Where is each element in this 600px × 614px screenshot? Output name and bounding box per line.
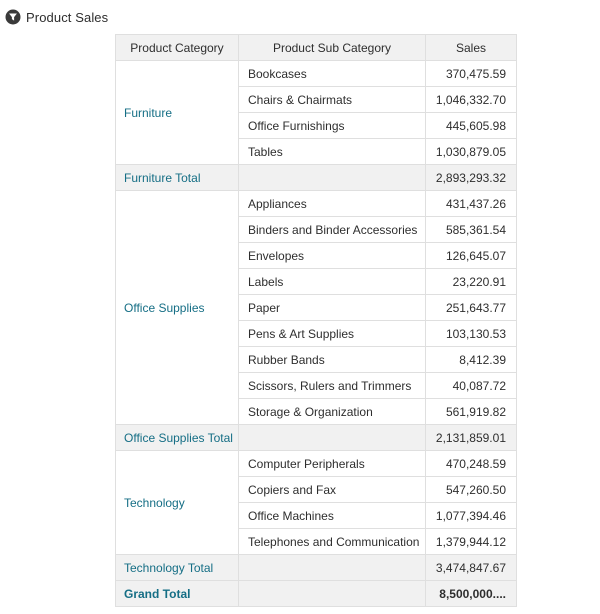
col-header-product-sub-category[interactable]: Product Sub Category <box>238 34 426 61</box>
sales-value-cell[interactable]: 370,475.59 <box>425 60 517 87</box>
sales-value-cell[interactable]: 8,412.39 <box>425 346 517 373</box>
total-spacer-cell <box>238 424 426 451</box>
table-row: Office Supplies Appliances 431,437.26 <box>115 190 517 425</box>
sales-value-cell[interactable]: 470,248.59 <box>425 450 517 477</box>
table-row: Envelopes 126,645.07 <box>116 242 517 269</box>
sub-category-cell[interactable]: Tables <box>238 138 426 165</box>
category-total-label-cell[interactable]: Office Supplies Total <box>115 424 239 451</box>
view-title-bar: Product Sales <box>0 0 600 25</box>
sub-category-cell[interactable]: Chairs & Chairmats <box>238 86 426 113</box>
sub-category-cell[interactable]: Rubber Bands <box>238 346 426 373</box>
category-total-sales-cell[interactable]: 2,131,859.01 <box>425 424 517 451</box>
category-total-row: Office Supplies Total 2,131,859.01 <box>115 424 517 451</box>
grand-total-sales-cell[interactable]: 8,500,000.... <box>425 580 517 607</box>
sub-category-cell[interactable]: Computer Peripherals <box>238 450 426 477</box>
category-total-sales-cell[interactable]: 3,474,847.67 <box>425 554 517 581</box>
sub-category-cell[interactable]: Bookcases <box>238 60 426 87</box>
category-total-row: Furniture Total 2,893,293.32 <box>115 164 517 191</box>
category-cell[interactable]: Office Supplies <box>115 190 239 425</box>
grand-total-label-cell[interactable]: Grand Total <box>115 580 239 607</box>
sales-value-cell[interactable]: 431,437.26 <box>425 190 517 217</box>
sub-category-cell[interactable]: Storage & Organization <box>238 398 426 425</box>
page-title: Product Sales <box>26 9 109 25</box>
sales-value-cell[interactable]: 445,605.98 <box>425 112 517 139</box>
sales-value-cell[interactable]: 1,030,879.05 <box>425 138 517 165</box>
table-row: Rubber Bands 8,412.39 <box>116 346 517 373</box>
category-total-row: Technology Total 3,474,847.67 <box>115 554 517 581</box>
table-row: Office Furnishings 445,605.98 <box>116 112 517 139</box>
sub-category-cell[interactable]: Office Machines <box>238 502 426 529</box>
sub-category-cell[interactable]: Office Furnishings <box>238 112 426 139</box>
category-total-label-cell[interactable]: Furniture Total <box>115 164 239 191</box>
total-spacer-cell <box>238 164 426 191</box>
funnel-icon <box>5 9 21 25</box>
grand-total-row: Grand Total 8,500,000.... <box>115 580 517 607</box>
sales-value-cell[interactable]: 1,077,394.46 <box>425 502 517 529</box>
category-total-label-cell[interactable]: Technology Total <box>115 554 239 581</box>
category-total-sales-cell[interactable]: 2,893,293.32 <box>425 164 517 191</box>
table-row: Labels 23,220.91 <box>116 268 517 295</box>
sub-category-cell[interactable]: Labels <box>238 268 426 295</box>
table-header: Product Category Product Sub Category Sa… <box>115 34 517 61</box>
table-row: Telephones and Communication 1,379,944.12 <box>116 528 517 555</box>
sales-value-cell[interactable]: 561,919.82 <box>425 398 517 425</box>
sub-category-cell[interactable]: Pens & Art Supplies <box>238 320 426 347</box>
table-row: Office Machines 1,077,394.46 <box>116 502 517 529</box>
sales-value-cell[interactable]: 547,260.50 <box>425 476 517 503</box>
product-sales-table: Product Category Product Sub Category Sa… <box>115 34 517 607</box>
total-spacer-cell <box>238 580 426 607</box>
sales-value-cell[interactable]: 23,220.91 <box>425 268 517 295</box>
sales-value-cell[interactable]: 103,130.53 <box>425 320 517 347</box>
table-row: Storage & Organization 561,919.82 <box>116 398 517 425</box>
sales-value-cell[interactable]: 1,379,944.12 <box>425 528 517 555</box>
table-row: Binders and Binder Accessories 585,361.54 <box>116 216 517 243</box>
table-row: Paper 251,643.77 <box>116 294 517 321</box>
sub-category-cell[interactable]: Binders and Binder Accessories <box>238 216 426 243</box>
sales-value-cell[interactable]: 126,645.07 <box>425 242 517 269</box>
col-header-sales[interactable]: Sales <box>425 34 517 61</box>
total-spacer-cell <box>238 554 426 581</box>
category-cell[interactable]: Furniture <box>115 60 239 165</box>
sales-value-cell[interactable]: 1,046,332.70 <box>425 86 517 113</box>
table-row: Technology Computer Peripherals 470,248.59 <box>115 450 517 555</box>
sales-value-cell[interactable]: 585,361.54 <box>425 216 517 243</box>
col-header-product-category[interactable]: Product Category <box>115 34 239 61</box>
table-row: Scissors, Rulers and Trimmers 40,087.72 <box>116 372 517 399</box>
sub-category-cell[interactable]: Appliances <box>238 190 426 217</box>
sub-category-cell[interactable]: Telephones and Communication <box>238 528 426 555</box>
table-row: Furniture Bookcases 370,475.59 <box>115 60 517 165</box>
sub-category-cell[interactable]: Paper <box>238 294 426 321</box>
sales-value-cell[interactable]: 40,087.72 <box>425 372 517 399</box>
sub-category-cell[interactable]: Scissors, Rulers and Trimmers <box>238 372 426 399</box>
sub-category-cell[interactable]: Envelopes <box>238 242 426 269</box>
table-row: Chairs & Chairmats 1,046,332.70 <box>116 86 517 113</box>
table-row: Copiers and Fax 547,260.50 <box>116 476 517 503</box>
sales-value-cell[interactable]: 251,643.77 <box>425 294 517 321</box>
table-body: Furniture Bookcases 370,475.59 Chairs & Cha… <box>115 60 517 607</box>
sub-category-cell[interactable]: Copiers and Fax <box>238 476 426 503</box>
category-cell[interactable]: Technology <box>115 450 239 555</box>
header-row: Product Category Product Sub Category Sa… <box>115 34 517 61</box>
